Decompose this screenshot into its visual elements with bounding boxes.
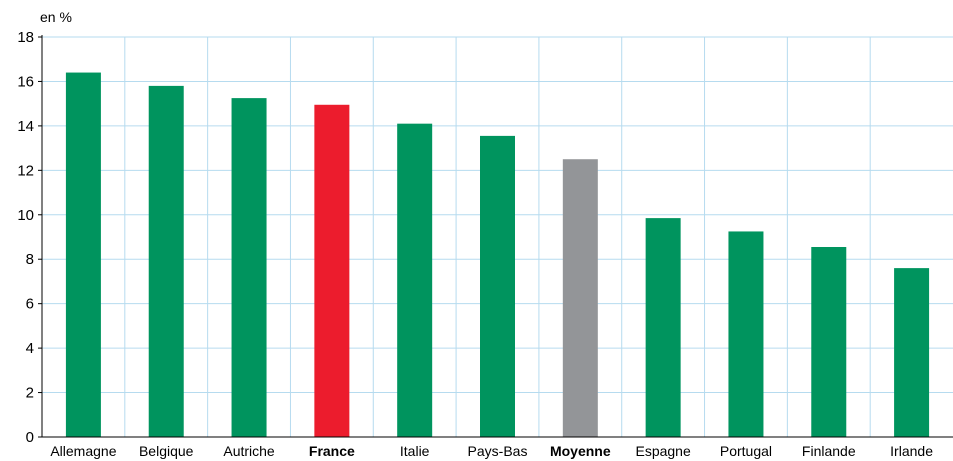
x-tick-label: Moyenne (550, 443, 611, 459)
x-tick-label: Portugal (720, 443, 772, 459)
bar (148, 85, 184, 437)
bar (811, 247, 847, 437)
axes (38, 35, 953, 438)
y-tick-label: 8 (26, 251, 34, 268)
x-tick-label: Allemagne (50, 443, 116, 459)
bar (562, 159, 598, 437)
bars (65, 72, 930, 438)
x-tick-label: Espagne (635, 443, 690, 459)
labels: 0 2 4 6 8 10 12 14 16 18 Allemagne Belgique Autriche… (17, 29, 933, 459)
y-tick-label: 6 (26, 296, 34, 313)
bar (314, 104, 350, 438)
bar (231, 98, 267, 437)
x-tick-label: Belgique (139, 443, 194, 459)
bar (894, 268, 930, 437)
x-tick-label: Irlande (890, 443, 933, 459)
x-tick-label: Italie (400, 443, 430, 459)
y-axis-unit-label: en % (40, 9, 72, 25)
x-tick-label: Finlande (802, 443, 856, 459)
bar (397, 123, 433, 438)
y-tick-label: 4 (26, 340, 34, 357)
y-tick-label: 18 (17, 29, 34, 46)
y-tick-label: 14 (17, 118, 34, 135)
y-tick-label: 2 (26, 385, 34, 402)
bar (480, 135, 515, 437)
x-tick-label: Pays-Bas (468, 443, 528, 459)
y-tick-label: 0 (26, 429, 34, 446)
y-tick-label: 10 (17, 207, 34, 224)
bar (645, 218, 681, 437)
y-tick-label: 16 (17, 73, 34, 90)
bar (728, 231, 764, 437)
y-tick-label: 12 (17, 162, 34, 179)
x-tick-label: France (309, 443, 355, 459)
x-tick-label: Autriche (223, 443, 275, 459)
bar (65, 72, 101, 438)
